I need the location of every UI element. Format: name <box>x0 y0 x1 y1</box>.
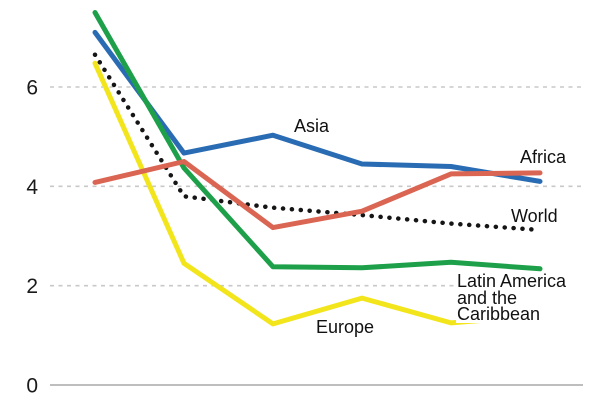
y-axis-tick-label-4: 4 <box>26 176 38 199</box>
y-axis-tick-label-2: 2 <box>26 275 38 298</box>
y-axis-tick-label-6: 6 <box>26 76 38 99</box>
series-line-latin-america-and-the-caribbean <box>92 10 543 272</box>
series-label-europe: Europe <box>315 318 397 336</box>
series-label-asia: Asia <box>293 117 355 135</box>
series-label-world: World <box>510 207 582 225</box>
y-axis-tick-label-0: 0 <box>26 375 38 398</box>
series-line-asia <box>92 29 543 184</box>
series-line-world <box>92 52 543 233</box>
series-line-africa <box>92 159 543 231</box>
series-label-latin-america-and-the-caribbean: Latin America and the Caribbean <box>456 272 600 323</box>
series-label-africa: Africa <box>519 148 591 166</box>
